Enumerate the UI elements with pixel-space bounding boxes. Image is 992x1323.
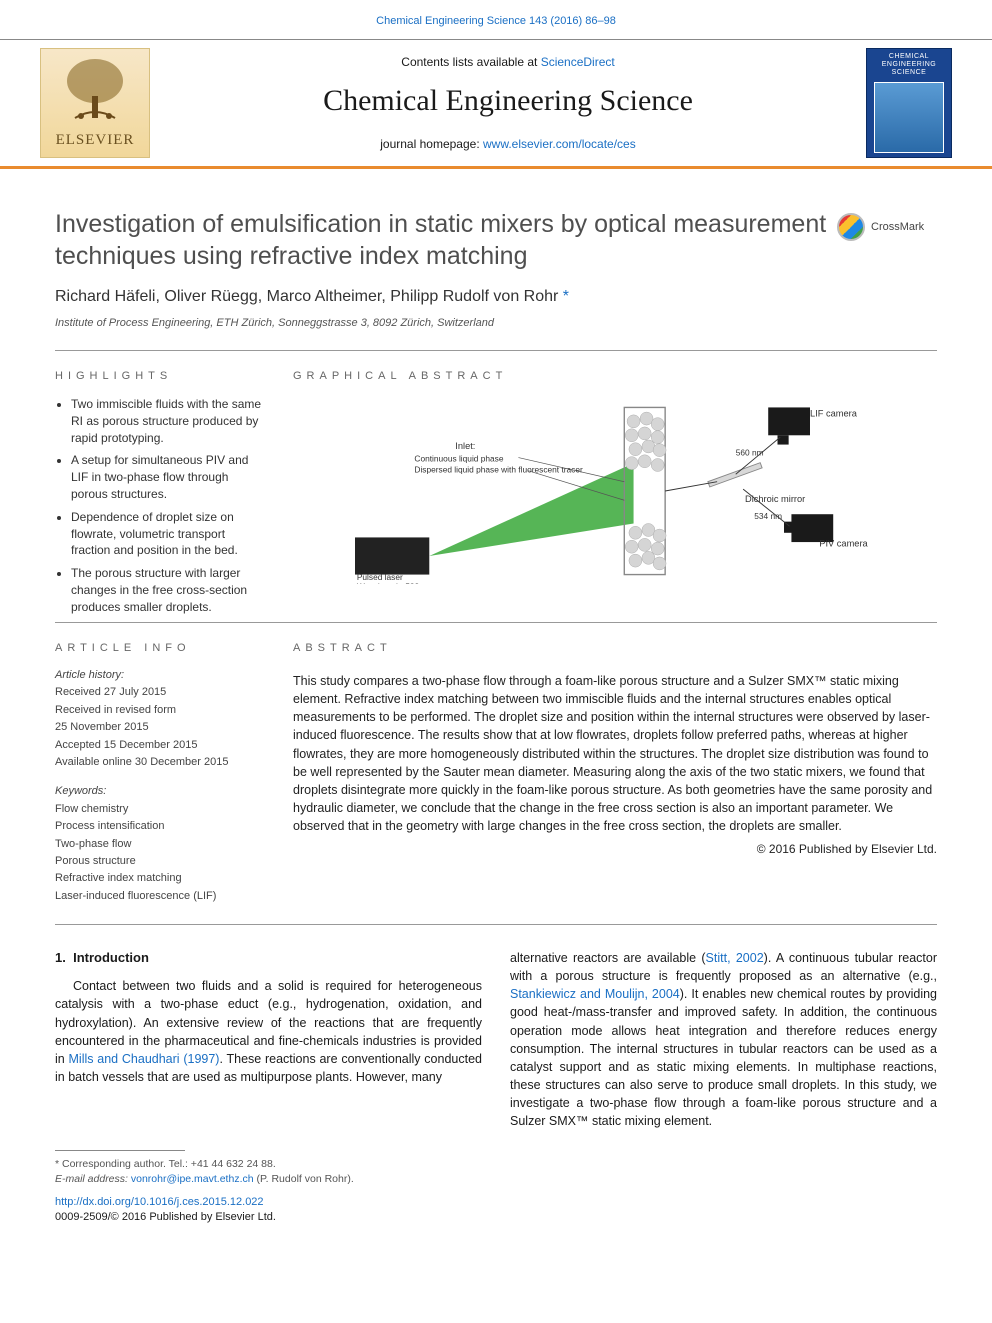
publisher-logo: ELSEVIER xyxy=(40,48,150,158)
history-item: 25 November 2015 xyxy=(55,720,265,735)
highlight-item: A setup for simultaneous PIV and LIF in … xyxy=(71,452,265,502)
ga-inlet-label: Inlet: xyxy=(455,441,475,451)
laser-box-icon xyxy=(355,537,429,574)
keyword-item: Laser-induced fluorescence (LIF) xyxy=(55,889,265,904)
crossmark-badge[interactable]: CrossMark xyxy=(837,209,937,245)
footnote-rule xyxy=(55,1150,185,1151)
keywords-label: Keywords: xyxy=(55,784,265,799)
citation-link[interactable]: Stitt, 2002 xyxy=(706,951,764,965)
section-title: Introduction xyxy=(73,950,149,965)
authors: Richard Häfeli, Oliver Rüegg, Marco Alth… xyxy=(55,286,937,308)
body-text: ). It enables new chemical routes by pro… xyxy=(510,987,937,1128)
body-text: alternative reactors are available ( xyxy=(510,951,706,965)
homepage-line: journal homepage: www.elsevier.com/locat… xyxy=(150,136,866,153)
keyword-item: Refractive index matching xyxy=(55,871,265,886)
body-columns: 1. Introduction Contact between two flui… xyxy=(0,925,992,1130)
highlight-item: Dependence of droplet size on flowrate, … xyxy=(71,509,265,559)
sciencedirect-link[interactable]: ScienceDirect xyxy=(541,55,615,69)
cover-thumbnail-icon xyxy=(874,82,944,153)
highlights-heading: HIGHLIGHTS xyxy=(55,351,265,396)
affiliation: Institute of Process Engineering, ETH Zü… xyxy=(55,316,937,331)
citation-link[interactable]: Mills and Chaudhari (1997) xyxy=(69,1052,220,1066)
ga-piv-label: PIV camera xyxy=(819,539,868,549)
highlight-item: The porous structure with larger changes… xyxy=(71,565,265,615)
homepage-prefix: journal homepage: xyxy=(380,137,483,151)
abstract-heading: ABSTRACT xyxy=(293,623,937,668)
abstract-body: This study compares a two-phase flow thr… xyxy=(293,668,937,859)
history-item: Available online 30 December 2015 xyxy=(55,755,265,770)
body-paragraph: Contact between two fluids and a solid i… xyxy=(55,977,482,1086)
graphical-abstract-heading: GRAPHICAL ABSTRACT xyxy=(293,351,937,396)
citation-link[interactable]: Stankiewicz and Moulijn, 2004 xyxy=(510,987,680,1001)
keyword-item: Two-phase flow xyxy=(55,837,265,852)
journal-cover: CHEMICAL ENGINEERING SCIENCE xyxy=(866,48,952,158)
email-suffix: (P. Rudolf von Rohr). xyxy=(254,1173,354,1185)
section-heading: 1. Introduction xyxy=(55,949,482,967)
contents-line: Contents lists available at ScienceDirec… xyxy=(150,54,866,71)
citation-link[interactable]: Chemical Engineering Science 143 (2016) … xyxy=(376,15,616,27)
ga-w1-label: 560 nm xyxy=(736,448,764,458)
highlight-item: Two immiscible fluids with the same RI a… xyxy=(71,396,265,446)
article-title: Investigation of emulsification in stati… xyxy=(55,209,937,272)
article-info-heading: ARTICLE INFO xyxy=(55,623,265,668)
masthead: ELSEVIER Contents lists available at Sci… xyxy=(0,39,992,169)
ga-laser-label-2: Wavelength: 532 nm xyxy=(357,581,433,584)
keyword-item: Porous structure xyxy=(55,854,265,869)
body-paragraph: alternative reactors are available (Stit… xyxy=(510,949,937,1130)
ga-w2-label: 534 nm xyxy=(754,511,782,521)
homepage-link[interactable]: www.elsevier.com/locate/ces xyxy=(483,137,636,151)
ga-mirror-label: Dichroic mirror xyxy=(745,494,805,504)
abstract-text: This study compares a two-phase flow thr… xyxy=(293,672,937,835)
ga-continuous-label: Continuous liquid phase xyxy=(414,453,503,463)
article-info: Article history: Received 27 July 2015 R… xyxy=(55,668,265,904)
citation-header: Chemical Engineering Science 143 (2016) … xyxy=(0,0,992,39)
publisher-name: ELSEVIER xyxy=(56,126,135,157)
copyright: © 2016 Published by Elsevier Ltd. xyxy=(293,841,937,858)
highlights-list: Two immiscible fluids with the same RI a… xyxy=(55,396,265,616)
history-item: Received in revised form xyxy=(55,703,265,718)
issn-line: 0009-2509/© 2016 Published by Elsevier L… xyxy=(55,1210,937,1225)
author-names: Richard Häfeli, Oliver Rüegg, Marco Alth… xyxy=(55,288,558,305)
ga-dispersed-label: Dispersed liquid phase with fluorescent … xyxy=(414,464,583,474)
email-label: E-mail address: xyxy=(55,1173,131,1185)
doi-block: http://dx.doi.org/10.1016/j.ces.2015.12.… xyxy=(0,1187,992,1256)
contents-prefix: Contents lists available at xyxy=(401,55,540,69)
crossmark-label: CrossMark xyxy=(871,220,924,235)
section-number: 1. xyxy=(55,950,66,965)
history-item: Received 27 July 2015 xyxy=(55,685,265,700)
email-footnote: E-mail address: vonrohr@ipe.mavt.ethz.ch… xyxy=(55,1172,937,1187)
cover-title: CHEMICAL ENGINEERING SCIENCE xyxy=(882,53,937,76)
ga-lif-label: LIF camera xyxy=(810,409,858,419)
corresponding-marker: * xyxy=(563,288,569,305)
elsevier-tree-icon xyxy=(55,56,135,126)
history-label: Article history: xyxy=(55,668,265,683)
doi-link[interactable]: http://dx.doi.org/10.1016/j.ces.2015.12.… xyxy=(55,1196,264,1208)
journal-name: Chemical Engineering Science xyxy=(150,80,866,122)
history-item: Accepted 15 December 2015 xyxy=(55,738,265,753)
dichroic-mirror-icon xyxy=(708,463,762,487)
email-link[interactable]: vonrohr@ipe.mavt.ethz.ch xyxy=(131,1173,254,1185)
keyword-item: Flow chemistry xyxy=(55,802,265,817)
lif-camera-icon xyxy=(768,407,810,435)
keyword-item: Process intensification xyxy=(55,819,265,834)
graphical-abstract-figure: Pulsed laser Wavelength: 532 nm xyxy=(293,396,937,586)
crossmark-icon xyxy=(837,213,865,241)
footnotes: * Corresponding author. Tel.: +41 44 632… xyxy=(0,1130,992,1186)
corresponding-footnote: * Corresponding author. Tel.: +41 44 632… xyxy=(55,1157,937,1172)
